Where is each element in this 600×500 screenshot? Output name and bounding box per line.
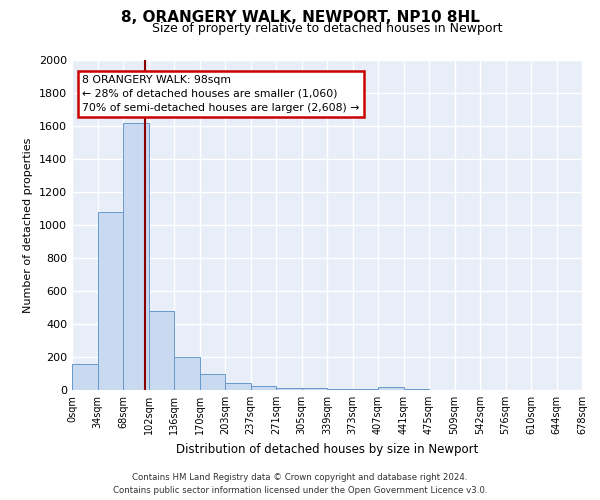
Bar: [123, 122, 149, 390]
Bar: [302, 388, 327, 390]
Text: 8 ORANGERY WALK: 98sqm
← 28% of detached houses are smaller (1,060)
70% of semi-: 8 ORANGERY WALK: 98sqm ← 28% of detached…: [82, 75, 359, 113]
Bar: [378, 386, 404, 390]
Bar: [353, 388, 378, 390]
Bar: [327, 388, 353, 390]
Bar: [225, 384, 251, 390]
Bar: [276, 388, 302, 390]
Bar: [72, 364, 97, 390]
X-axis label: Distribution of detached houses by size in Newport: Distribution of detached houses by size …: [176, 442, 478, 456]
Y-axis label: Number of detached properties: Number of detached properties: [23, 138, 34, 312]
Bar: [149, 311, 174, 390]
Bar: [251, 386, 276, 390]
Bar: [404, 389, 429, 390]
Bar: [97, 212, 123, 390]
Title: Size of property relative to detached houses in Newport: Size of property relative to detached ho…: [152, 22, 502, 35]
Bar: [174, 357, 199, 390]
Text: 8, ORANGERY WALK, NEWPORT, NP10 8HL: 8, ORANGERY WALK, NEWPORT, NP10 8HL: [121, 10, 479, 25]
Text: Contains HM Land Registry data © Crown copyright and database right 2024.
Contai: Contains HM Land Registry data © Crown c…: [113, 473, 487, 495]
Bar: [199, 374, 225, 390]
